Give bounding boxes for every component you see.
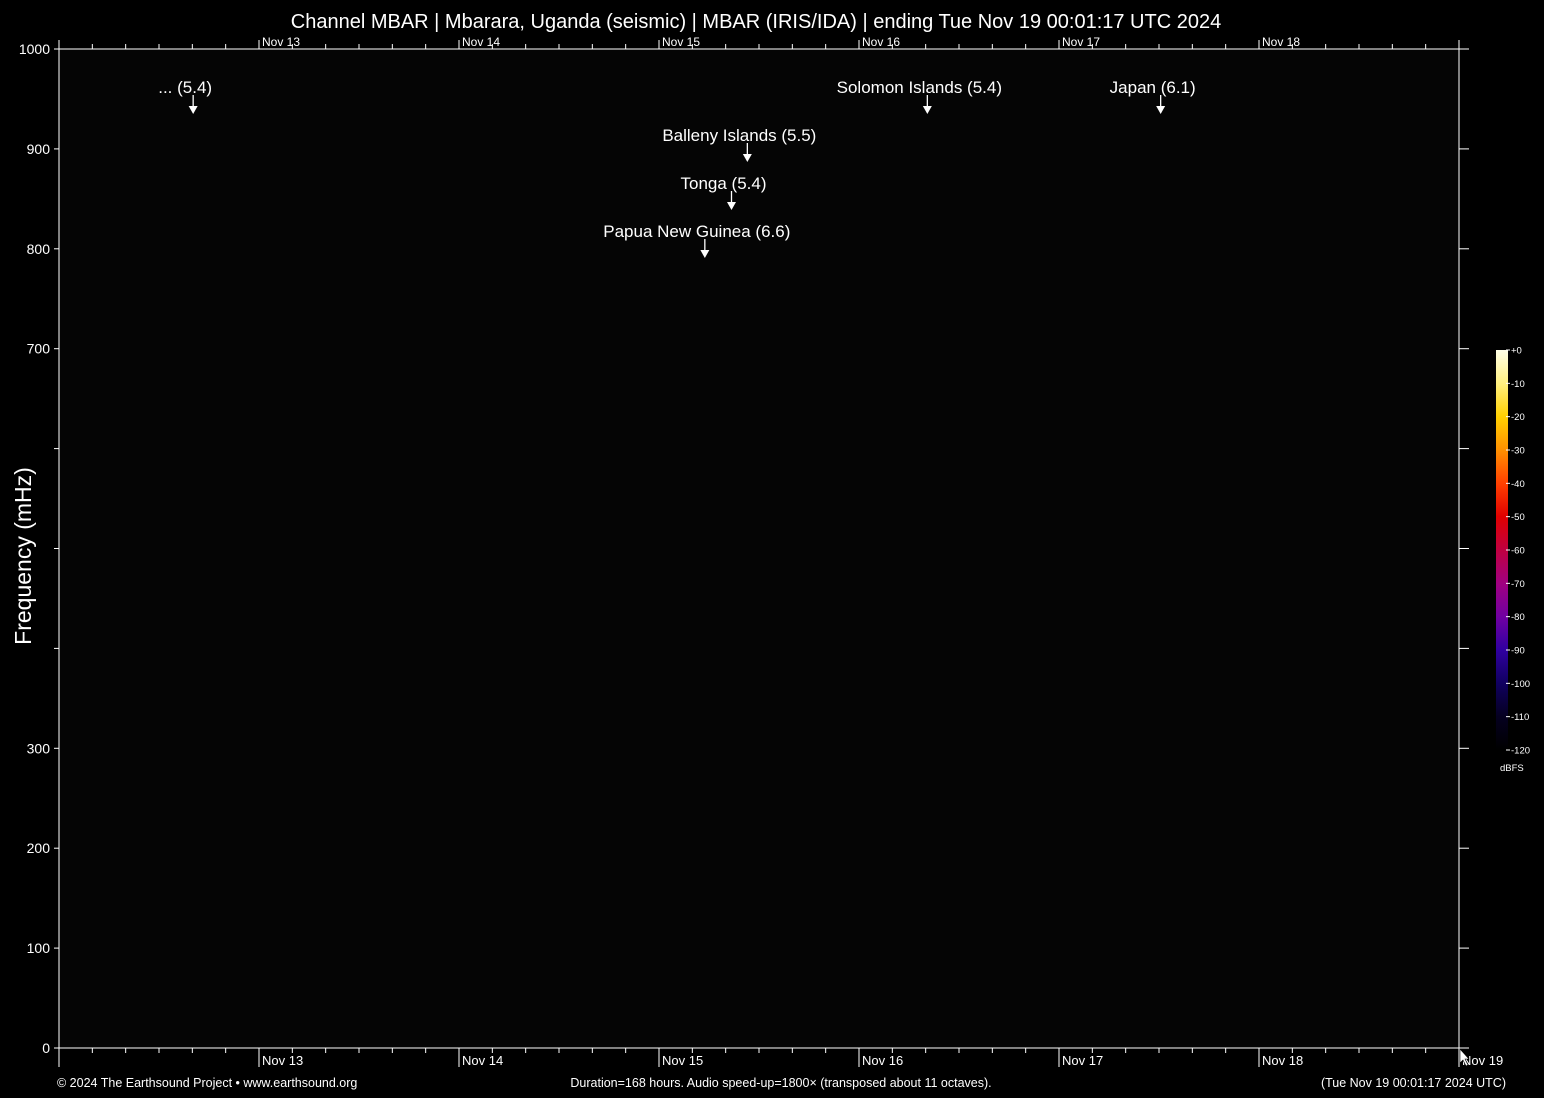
event-annotations: ... (5.4) Solomon Islands (5.4) Japan (6.1… (158, 78, 1196, 258)
y-tick-label: 0 (42, 1040, 50, 1056)
y-tick-label: 700 (27, 341, 51, 357)
x-tick-label-top: Nov 14 (462, 35, 500, 49)
event-arrow-head (922, 106, 932, 114)
event-label: Solomon Islands (5.4) (837, 78, 1002, 97)
colorbar-tick-label: -20 (1511, 412, 1525, 423)
x-tick-label-top: Nov 16 (862, 35, 900, 49)
footer-copyright: © 2024 The Earthsound Project • www.eart… (57, 1076, 357, 1090)
event-arrow-head (742, 154, 752, 162)
footer-duration: Duration=168 hours. Audio speed-up=1800×… (570, 1076, 991, 1090)
event-label: ... (5.4) (158, 78, 212, 97)
x-tick-label-bottom: Nov 14 (462, 1053, 503, 1068)
y-tick-label: 900 (27, 141, 51, 157)
colorbar-tick-label: -80 (1511, 612, 1525, 623)
colorbar-tick-label: -70 (1511, 579, 1525, 590)
colorbar-tick-label: -120 (1511, 746, 1530, 757)
plot-area (59, 49, 1459, 1048)
event-arrow-head (188, 106, 198, 114)
x-tick-label-bottom: Nov 17 (1062, 1053, 1103, 1068)
colorbar-ticks: +0 -10 -20 -30 -40 -50 -60 -70 -80 -90 -100 -110 -12… (1506, 346, 1530, 757)
x-tick-label-bottom: Nov 18 (1262, 1053, 1303, 1068)
event-label: Papua New Guinea (6.6) (603, 222, 790, 241)
event-arrow-head (700, 250, 710, 258)
x-tick-label-bottom: Nov 19 (1462, 1053, 1503, 1068)
colorbar-tick-label: -40 (1511, 479, 1525, 490)
colorbar-unit: dBFS (1500, 763, 1524, 774)
footer-timestamp: (Tue Nov 19 00:01:17 2024 UTC) (1321, 1076, 1506, 1090)
event-label: Japan (6.1) (1110, 78, 1196, 97)
x-tick-label-bottom: Nov 13 (262, 1053, 303, 1068)
event-label: Tonga (5.4) (681, 174, 767, 193)
colorbar-tick-label: -90 (1511, 646, 1525, 657)
y-tick-label: 800 (27, 241, 51, 257)
x-tick-label-bottom: Nov 16 (862, 1053, 903, 1068)
colorbar-scale (1496, 350, 1508, 750)
colorbar-tick-label: -60 (1511, 546, 1525, 557)
y-tick-label: 1000 (19, 41, 50, 57)
x-tick-label-top: Nov 18 (1262, 35, 1300, 49)
colorbar-tick-label: -10 (1511, 379, 1525, 390)
event-label: Balleny Islands (5.5) (662, 126, 816, 145)
y-tick-label: 100 (27, 940, 51, 956)
x-ticks-top: Nov 13 Nov 14 Nov 15 Nov 16 Nov 17 Nov 18 (58, 35, 1460, 49)
event-arrow-head (727, 202, 736, 210)
y-tick-label: 300 (27, 740, 51, 756)
x-tick-label-top: Nov 15 (662, 35, 700, 49)
chart-title: Channel MBAR | Mbarara, Uganda (seismic)… (291, 11, 1221, 33)
event-arrow-head (1156, 106, 1166, 114)
colorbar-tick-label: -110 (1511, 712, 1529, 723)
colorbar-tick-label: -30 (1511, 446, 1525, 457)
x-tick-label-bottom: Nov 15 (662, 1053, 703, 1068)
x-ticks-bottom: Nov 13 Nov 14 Nov 15 Nov 16 Nov 17 Nov 18 Nov … (58, 1048, 1503, 1068)
colorbar-tick-label: -100 (1511, 679, 1530, 690)
colorbar-tick-label: -50 (1511, 512, 1525, 523)
x-tick-label-top: Nov 17 (1062, 35, 1100, 49)
x-tick-label-top: Nov 13 (262, 35, 300, 49)
y-tick-label: 200 (27, 840, 51, 856)
cursor-icon (1459, 1048, 1470, 1067)
colorbar-tick-label: +0 (1511, 346, 1522, 357)
y-axis-label: Frequency (mHz) (10, 467, 36, 645)
colorbar: +0 -10 -20 -30 -40 -50 -60 -70 -80 -90 -100 -110 -12… (1496, 346, 1530, 774)
y-ticks: 0 100 200 300 700 800 900 1000 (19, 41, 1469, 1056)
